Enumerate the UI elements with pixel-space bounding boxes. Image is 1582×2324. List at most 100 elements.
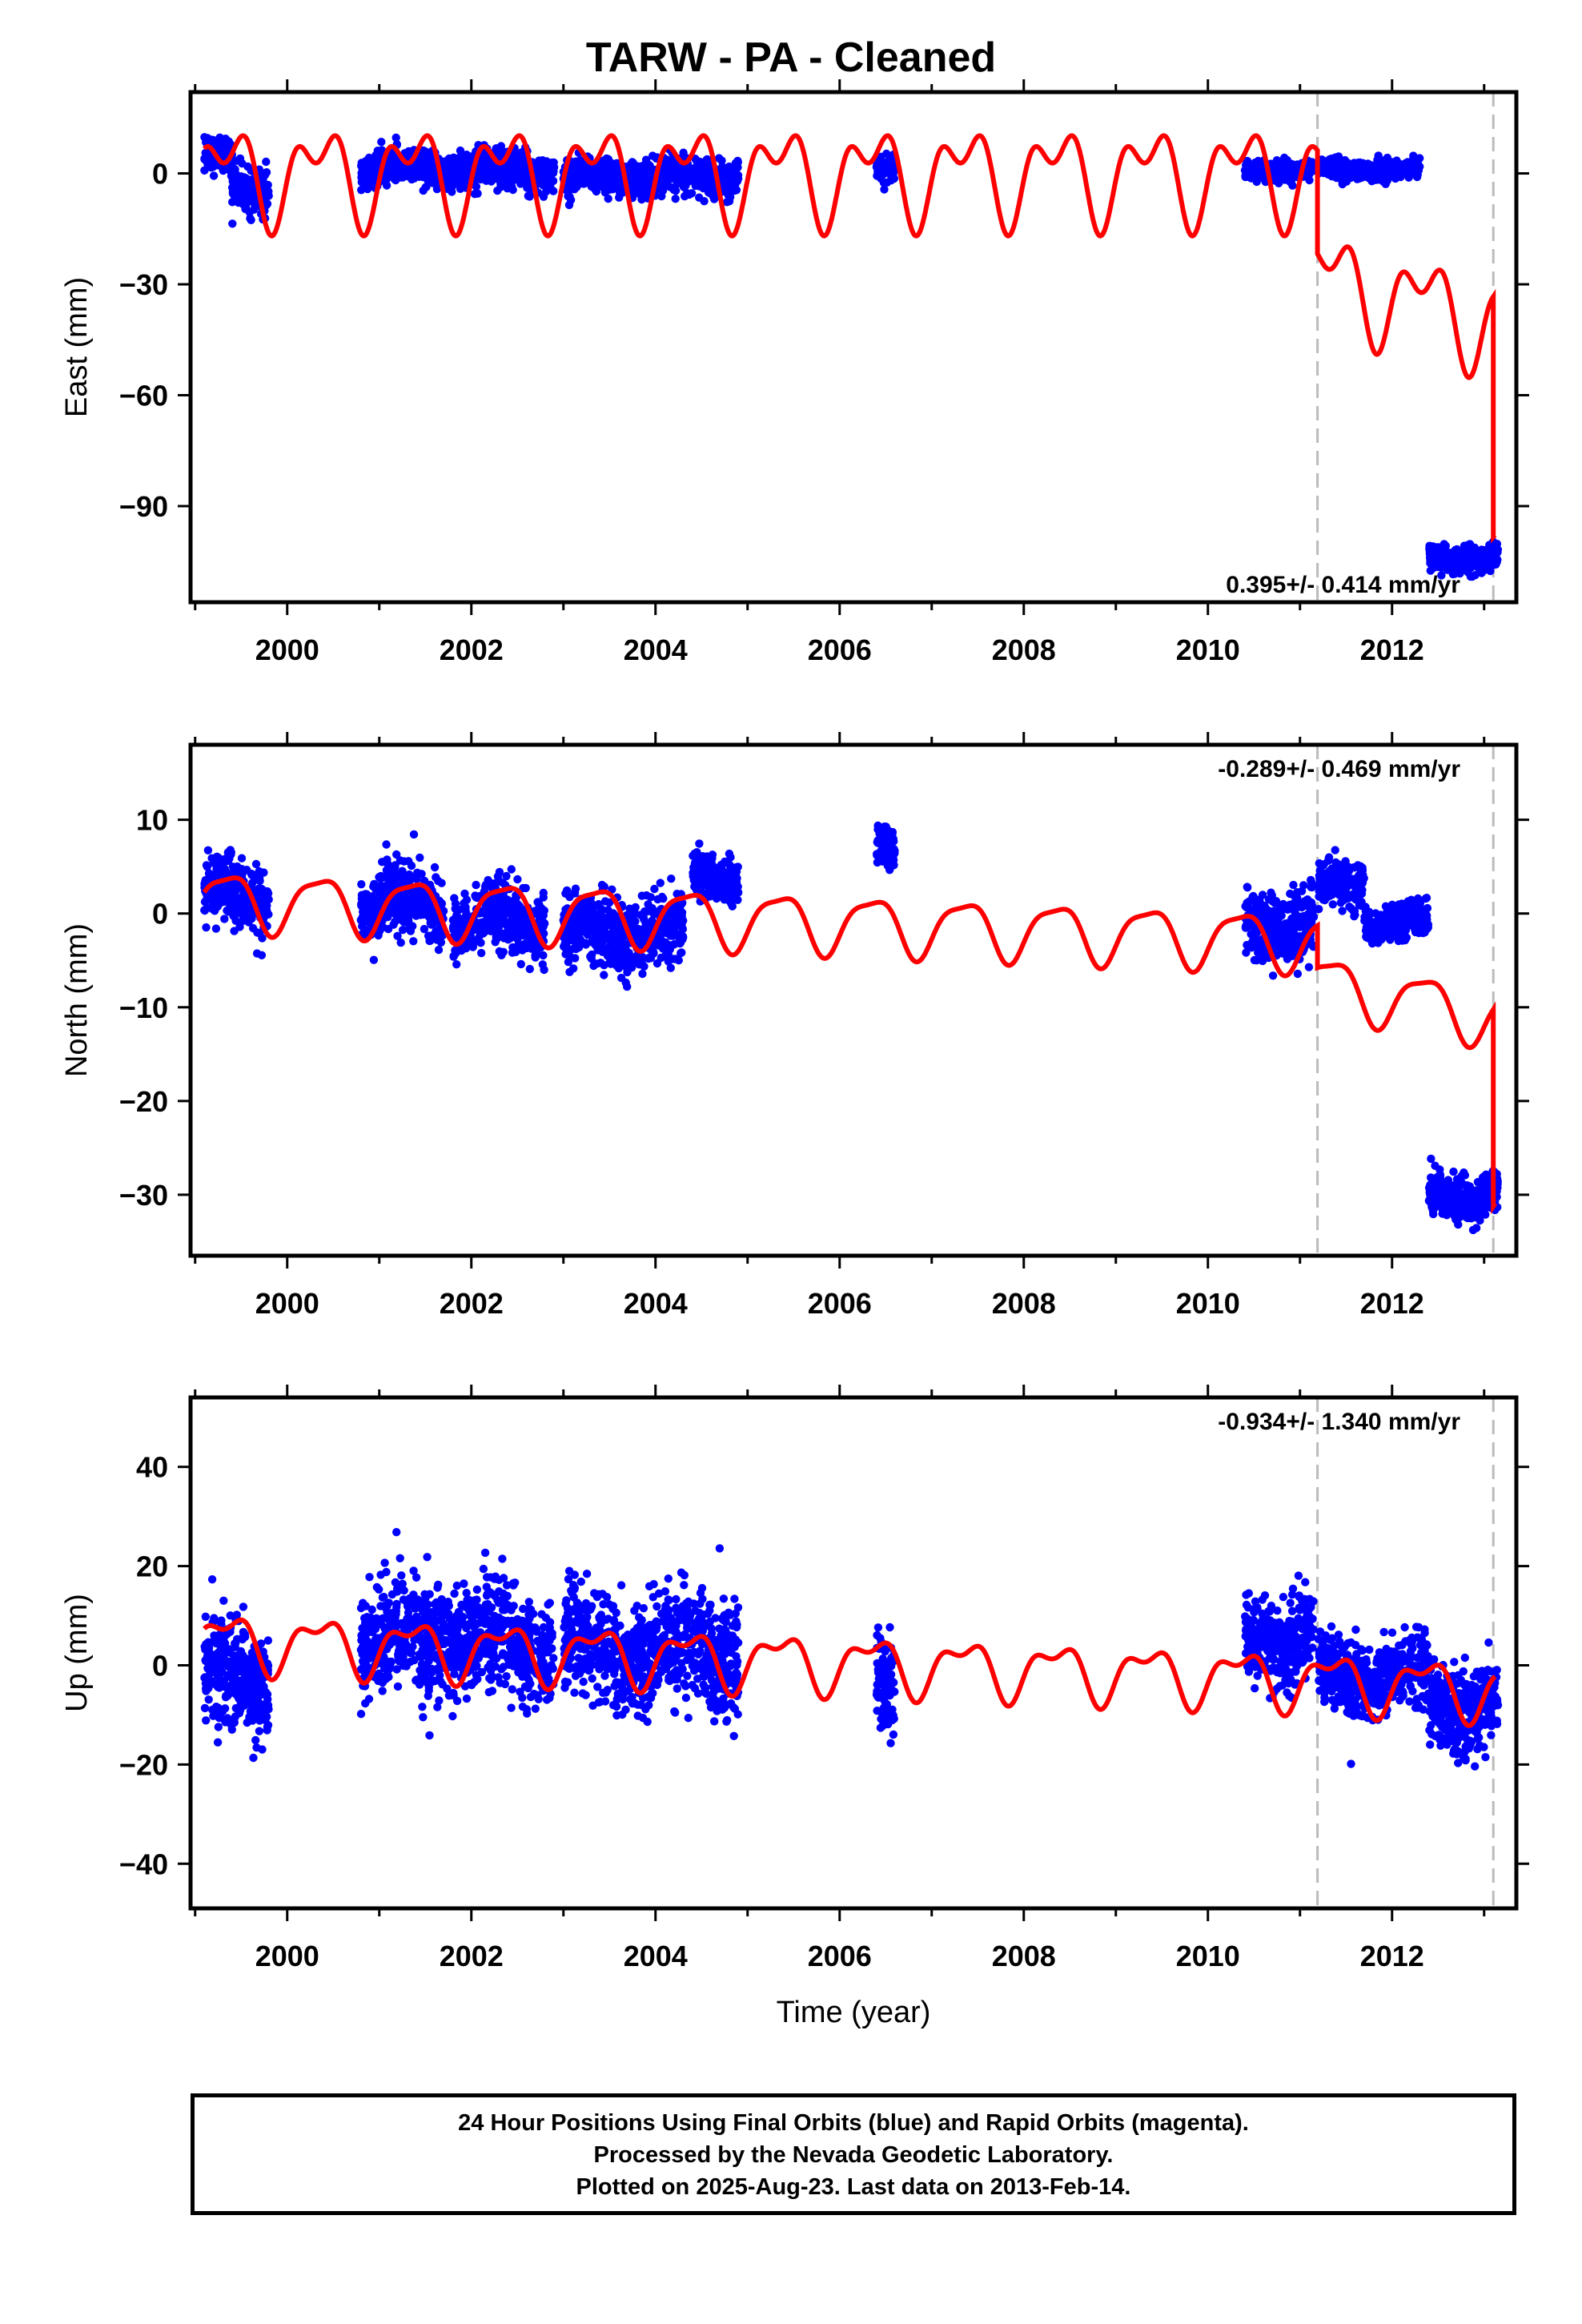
data-point xyxy=(211,924,221,933)
data-point xyxy=(514,940,523,949)
data-point xyxy=(646,175,655,183)
data-point xyxy=(492,144,501,153)
data-point xyxy=(608,909,618,918)
data-point xyxy=(576,155,584,165)
data-point xyxy=(638,161,648,171)
data-point xyxy=(703,155,712,164)
data-point xyxy=(405,923,415,931)
data-point xyxy=(222,856,231,865)
data-point xyxy=(540,919,549,928)
data-point xyxy=(564,958,573,967)
data-point xyxy=(461,944,471,953)
data-point xyxy=(484,159,493,168)
data-point xyxy=(524,191,532,200)
data-point xyxy=(1354,158,1363,167)
data-point xyxy=(587,167,596,175)
data-point xyxy=(669,940,678,949)
rate-label: 0.395+/- 0.414 mm/yr xyxy=(1226,572,1460,598)
data-point xyxy=(1369,163,1379,172)
data-point xyxy=(251,859,261,869)
x-tick-label: 2004 xyxy=(624,633,688,666)
data-point xyxy=(604,194,612,203)
data-point xyxy=(538,907,547,916)
data-point xyxy=(231,192,241,202)
data-point xyxy=(589,961,598,971)
data-point xyxy=(731,179,740,187)
data-point xyxy=(677,949,685,958)
data-point xyxy=(369,898,379,907)
data-point xyxy=(496,179,505,188)
data-point xyxy=(370,159,379,168)
data-point xyxy=(521,883,530,893)
data-point xyxy=(1441,554,1450,563)
data-point xyxy=(1434,562,1443,571)
data-point xyxy=(460,889,469,899)
data-point xyxy=(571,936,580,946)
data-points-north xyxy=(200,821,1502,1235)
data-point xyxy=(369,909,378,918)
data-point xyxy=(447,166,456,175)
data-point xyxy=(645,161,654,171)
panel-north: 2000 2002 2004 2006 2008 2010 2012100−10−20−30… xyxy=(60,732,1529,1320)
data-point xyxy=(1460,560,1469,569)
data-point xyxy=(600,914,610,923)
data-point xyxy=(416,853,424,862)
data-point xyxy=(512,947,520,957)
data-point xyxy=(669,955,678,963)
data-point xyxy=(525,964,534,974)
data-point xyxy=(489,899,498,908)
data-point xyxy=(1255,174,1265,183)
data-point xyxy=(215,867,224,876)
data-point xyxy=(409,830,419,839)
data-point xyxy=(237,854,247,862)
data-point xyxy=(449,952,458,961)
data-point xyxy=(571,954,580,963)
data-point xyxy=(578,927,587,936)
data-point xyxy=(357,186,366,195)
data-point xyxy=(588,950,596,959)
data-point xyxy=(220,915,229,923)
data-point xyxy=(357,902,366,911)
data-point xyxy=(484,911,493,921)
data-point xyxy=(653,895,662,904)
data-point xyxy=(464,158,473,167)
data-point xyxy=(391,133,400,143)
data-point xyxy=(219,141,227,151)
data-point xyxy=(215,858,223,868)
data-point xyxy=(258,934,267,943)
data-point xyxy=(571,168,580,177)
data-point xyxy=(391,879,400,889)
model-curve-east xyxy=(202,133,1497,544)
data-point xyxy=(507,865,516,874)
data-point xyxy=(1305,175,1314,185)
data-point xyxy=(416,891,425,900)
data-point xyxy=(405,911,414,920)
data-point xyxy=(1375,172,1385,181)
data-point xyxy=(369,955,379,964)
data-point xyxy=(561,950,570,959)
data-point xyxy=(478,918,487,927)
data-point xyxy=(657,191,666,201)
data-point xyxy=(407,861,416,870)
data-point xyxy=(393,931,402,941)
data-point xyxy=(879,178,889,187)
data-point xyxy=(425,936,434,946)
data-point xyxy=(430,178,439,187)
timeseries-chart: 2000 2002 2004 2006 2008 2010 20120−30−60−90Ea… xyxy=(60,79,1529,2029)
data-point xyxy=(503,895,512,905)
chart-title: TARW - PA - Cleaned xyxy=(585,34,997,81)
data-point xyxy=(239,911,247,920)
data-point xyxy=(628,159,637,167)
data-point xyxy=(514,153,523,163)
data-point xyxy=(238,159,247,168)
data-point xyxy=(238,175,247,184)
data-point xyxy=(1437,571,1446,580)
data-point xyxy=(398,926,408,935)
x-tick-label: 2008 xyxy=(992,633,1056,666)
x-tick-label: 2010 xyxy=(1176,633,1240,666)
data-point xyxy=(620,944,630,953)
data-point xyxy=(582,939,591,948)
data-point xyxy=(695,193,704,202)
panel-east: 2000 2002 2004 2006 2008 2010 20120−30−60−90Ea… xyxy=(60,79,1529,666)
data-point xyxy=(424,159,432,167)
